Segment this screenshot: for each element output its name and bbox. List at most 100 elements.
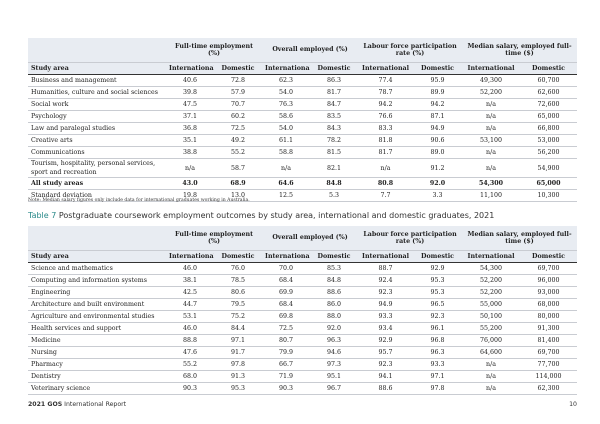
table-cell: 96.8 xyxy=(413,334,463,347)
table-cell: 84.4 xyxy=(214,322,262,335)
report-title: International Report xyxy=(64,401,127,408)
row-label: Standard deviation xyxy=(28,189,166,202)
table-cell: 52,200 xyxy=(462,286,521,299)
table-cell: 66,800 xyxy=(520,122,578,135)
table-row: Social work 47.5 70.7 76.3 84.7 94.2 94.2 n/a 72… xyxy=(28,98,578,111)
table-cell: 93,000 xyxy=(520,286,578,299)
table-cell: 78.2 xyxy=(310,134,359,147)
column-header: Domestic xyxy=(413,62,463,75)
table-cell: 62,600 xyxy=(520,86,578,99)
table-cell: 65,000 xyxy=(520,110,578,123)
table-label: Table 7 xyxy=(28,211,57,220)
table-row: Medicine 88.8 97.1 80.7 96.3 92.9 96.8 76,000 81… xyxy=(28,334,578,347)
table-cell: 49,300 xyxy=(462,74,521,87)
table-row: Architecture and built environment 44.7 79… xyxy=(28,298,578,311)
report-code: 2021 GOS xyxy=(28,401,63,408)
table-cell: 79.5 xyxy=(214,298,262,311)
table-cell: 94.6 xyxy=(310,346,359,359)
column-header: International xyxy=(166,62,214,75)
table-cell: 54,300 xyxy=(462,262,521,275)
table-cell: n/a xyxy=(462,110,521,123)
table-row: Engineering 42.5 80.6 69.9 88.6 92.3 95.3 52,20… xyxy=(28,286,578,299)
header-cell xyxy=(28,38,166,63)
table-cell: 92.3 xyxy=(358,358,414,371)
subheader-row: Study area International Domestic Internati… xyxy=(28,62,578,75)
table-cell: 54,900 xyxy=(520,158,578,178)
table-cell: 68.0 xyxy=(166,370,214,383)
table-cell: 91.2 xyxy=(413,158,463,178)
row-label: Engineering xyxy=(28,286,166,299)
table-cell: 68.9 xyxy=(214,177,262,190)
group-header: Full-time employment (%) xyxy=(166,38,262,63)
table-cell: 90.3 xyxy=(262,382,310,395)
column-header: Domestic xyxy=(413,250,463,263)
table-cell: 13.0 xyxy=(214,189,262,202)
table-cell: 92.9 xyxy=(358,334,414,347)
group-header: Overall employed (%) xyxy=(262,38,359,63)
column-header: International xyxy=(358,250,414,263)
table-title: Table 7 Postgraduate coursework employme… xyxy=(28,211,494,220)
table-cell: 91,300 xyxy=(520,322,578,335)
table-cell: 95.3 xyxy=(413,286,463,299)
table-cell: 80,000 xyxy=(520,310,578,323)
table-cell: 83.5 xyxy=(310,110,359,123)
header-row: Full-time employment (%) Overall employed… xyxy=(28,226,578,251)
group-header: Median salary, employed full-time ($) xyxy=(462,226,578,251)
table-cell: 114,000 xyxy=(520,370,578,383)
table-cell: 64.6 xyxy=(262,177,310,190)
column-header: International xyxy=(462,62,521,75)
table-cell: 57.9 xyxy=(214,86,262,99)
table-cell: 88.7 xyxy=(358,262,414,275)
table-cell: 76.0 xyxy=(214,262,262,275)
table-cell: 68,000 xyxy=(520,298,578,311)
table-cell: 94.9 xyxy=(358,298,414,311)
table-cell: 61.1 xyxy=(262,134,310,147)
table-cell: 44.7 xyxy=(166,298,214,311)
table-cell: 88.6 xyxy=(358,382,414,395)
table-cell: 66.7 xyxy=(262,358,310,371)
table-cell: 81,400 xyxy=(520,334,578,347)
table-row: Creative arts 35.1 49.2 61.1 78.2 81.8 90.6 53,… xyxy=(28,134,578,147)
row-label: Social work xyxy=(28,98,166,111)
table-cell: 72.5 xyxy=(262,322,310,335)
table-cell: 85.3 xyxy=(310,262,359,275)
column-header: Domestic xyxy=(310,62,359,75)
column-header: International xyxy=(166,250,214,263)
table-cell: 91.7 xyxy=(214,346,262,359)
table-cell: 65,000 xyxy=(520,177,578,190)
row-label: Science and mathematics xyxy=(28,262,166,275)
table-cell: 49.2 xyxy=(214,134,262,147)
table-cell: 50,100 xyxy=(462,310,521,323)
table-cell: 71.9 xyxy=(262,370,310,383)
table-cell: 5.3 xyxy=(310,189,359,202)
table-cell: 92.0 xyxy=(310,322,359,335)
table-cell: 77.4 xyxy=(358,74,414,87)
table-cell: 86.3 xyxy=(310,74,359,87)
table-cell: 96.3 xyxy=(310,334,359,347)
table-cell: 47.5 xyxy=(166,98,214,111)
table-cell: 35.1 xyxy=(166,134,214,147)
table-cell: 92.3 xyxy=(413,310,463,323)
table-cell: 54,300 xyxy=(462,177,521,190)
table-cell: 94.1 xyxy=(358,370,414,383)
table-cell: 62,300 xyxy=(520,382,578,395)
table-cell: n/a xyxy=(462,370,521,383)
table-cell: 93.3 xyxy=(413,358,463,371)
table-cell: 42.5 xyxy=(166,286,214,299)
table-row: Tourism, hospitality, personal services,… xyxy=(28,158,578,178)
subheader-row: Study area International Domestic Internati… xyxy=(28,250,578,263)
column-header: Domestic xyxy=(520,62,578,75)
column-header: International xyxy=(462,250,521,263)
table-cell: n/a xyxy=(462,358,521,371)
row-label: Health services and support xyxy=(28,322,166,335)
table-note: Note: Median salary figures only include… xyxy=(28,198,250,203)
table-row: Nursing 47.6 91.7 79.9 94.6 95.7 96.3 64,600 69,… xyxy=(28,346,578,359)
group-header: Full-time employment (%) xyxy=(166,226,262,251)
table-cell: 46.0 xyxy=(166,322,214,335)
table-cell: 94.9 xyxy=(413,122,463,135)
table-cell: 72.8 xyxy=(214,74,262,87)
table-cell: n/a xyxy=(462,98,521,111)
table-cell: 62.3 xyxy=(262,74,310,87)
table-cell: 88.8 xyxy=(166,334,214,347)
